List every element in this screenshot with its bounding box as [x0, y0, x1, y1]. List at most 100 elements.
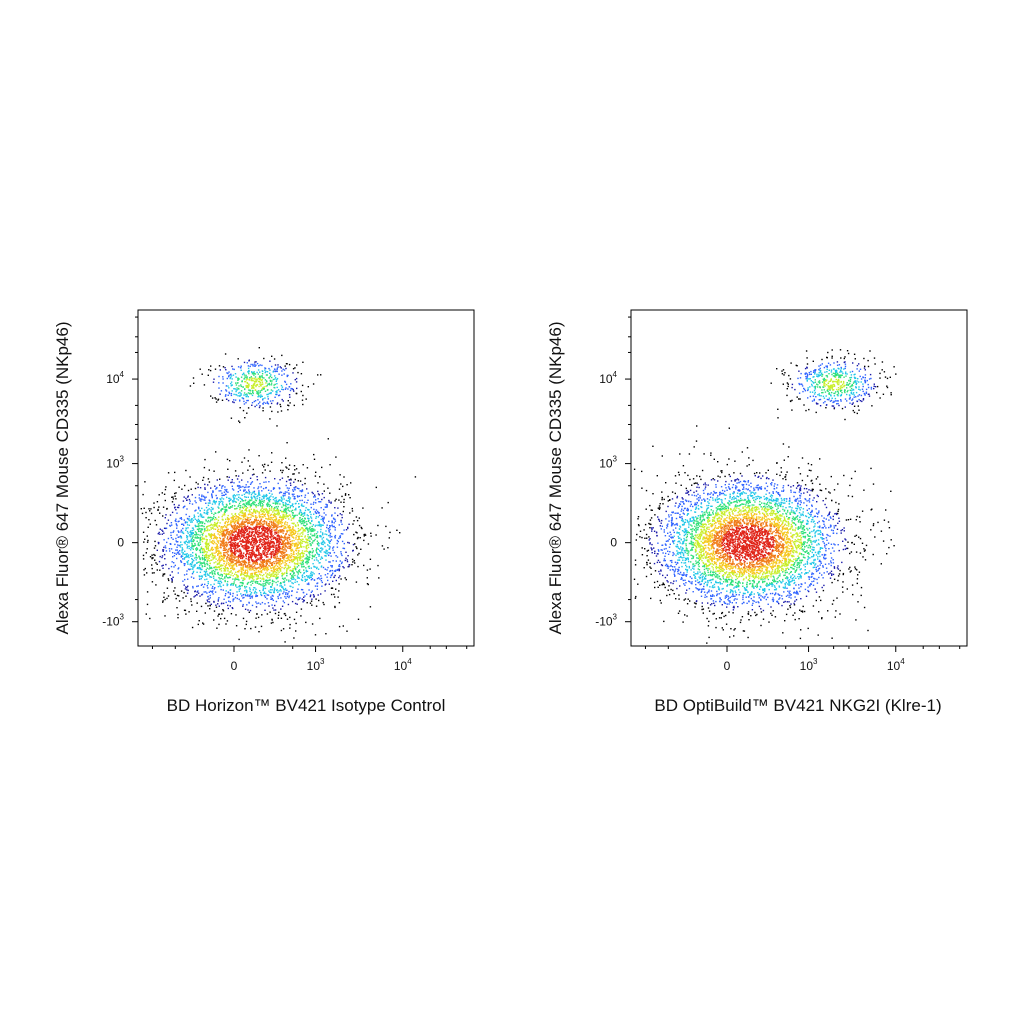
event-dot	[294, 509, 296, 511]
event-dot	[251, 568, 254, 571]
event-dot	[184, 505, 186, 507]
event-dot	[196, 594, 198, 596]
event-dot	[209, 553, 212, 556]
event-dot	[282, 496, 285, 498]
event-dot	[288, 479, 290, 481]
event-dot	[224, 510, 226, 512]
event-dot	[151, 581, 154, 583]
event-dot	[296, 566, 298, 568]
event-dot	[248, 553, 250, 555]
event-dot	[222, 501, 224, 503]
event-dot	[237, 560, 239, 563]
event-dot	[249, 573, 252, 575]
event-dot	[284, 560, 286, 562]
event-dot	[321, 538, 323, 540]
event-dot	[273, 509, 275, 511]
event-dot	[279, 487, 281, 489]
event-dot	[305, 554, 308, 556]
event-dot	[292, 586, 294, 589]
event-dot	[284, 612, 286, 615]
event-dot	[270, 490, 272, 492]
event-dot	[246, 528, 249, 530]
event-dot	[283, 540, 285, 542]
event-dot	[229, 576, 231, 579]
event-dot	[297, 533, 299, 535]
event-dot	[225, 493, 227, 496]
event-dot	[183, 506, 185, 508]
event-dot	[303, 505, 305, 507]
event-dot	[244, 608, 247, 610]
event-dot	[387, 501, 389, 504]
event-dot	[184, 522, 187, 524]
event-dot	[284, 614, 287, 617]
event-dot	[186, 541, 189, 544]
event-dot	[266, 531, 268, 533]
event-dot	[266, 504, 269, 506]
event-dot	[163, 546, 165, 549]
event-dot	[183, 519, 185, 521]
event-dot	[241, 509, 244, 512]
event-dot	[360, 526, 362, 529]
event-dot	[241, 577, 243, 579]
event-dot	[340, 562, 343, 565]
event-dot	[289, 566, 291, 568]
event-dot	[198, 520, 200, 523]
event-dot	[202, 479, 204, 481]
event-dot	[294, 503, 297, 505]
event-dot	[280, 617, 283, 619]
event-dot	[256, 531, 259, 533]
event-dot	[260, 502, 262, 504]
event-dot	[325, 583, 327, 585]
event-dot	[264, 546, 266, 549]
event-dot	[232, 520, 234, 523]
event-dot	[295, 567, 297, 570]
event-dot	[299, 553, 301, 556]
event-dot	[293, 514, 295, 517]
event-dot	[274, 533, 276, 535]
event-dot	[295, 597, 298, 599]
event-dot	[267, 556, 269, 558]
event-dot	[246, 583, 249, 585]
event-dot	[193, 564, 195, 567]
event-dot	[328, 541, 330, 543]
event-dot	[314, 525, 316, 527]
event-dot	[283, 504, 285, 507]
event-dot	[223, 529, 225, 531]
event-dot	[310, 517, 313, 519]
event-dot	[258, 527, 260, 530]
event-dot	[221, 515, 223, 518]
event-dot	[230, 481, 232, 484]
event-dot	[269, 560, 271, 563]
event-dot	[183, 553, 186, 556]
event-dot	[272, 546, 274, 548]
event-dot	[159, 528, 161, 530]
event-dot	[250, 531, 252, 534]
event-dot	[248, 538, 251, 541]
event-dot	[329, 576, 332, 579]
event-dot	[277, 573, 279, 575]
event-dot	[218, 540, 220, 542]
event-dot	[238, 588, 240, 590]
event-dot	[305, 571, 307, 573]
event-dot	[264, 537, 267, 540]
event-dot	[217, 582, 219, 584]
event-dot	[336, 539, 339, 542]
event-dot	[190, 533, 192, 535]
event-dot	[349, 512, 351, 514]
event-dot	[268, 583, 270, 585]
event-dot	[255, 518, 257, 520]
event-dot	[182, 548, 184, 551]
event-dot	[244, 519, 247, 521]
event-dot	[286, 557, 289, 559]
event-dot	[255, 525, 257, 528]
event-dot	[331, 565, 333, 567]
event-dot	[307, 492, 309, 494]
event-dot	[191, 559, 194, 561]
event-dot	[196, 567, 198, 570]
event-dot	[208, 517, 211, 519]
event-dot	[251, 572, 253, 575]
event-dot	[307, 557, 309, 559]
event-dot	[283, 492, 285, 495]
event-dot	[189, 476, 191, 478]
event-dot	[284, 537, 286, 539]
